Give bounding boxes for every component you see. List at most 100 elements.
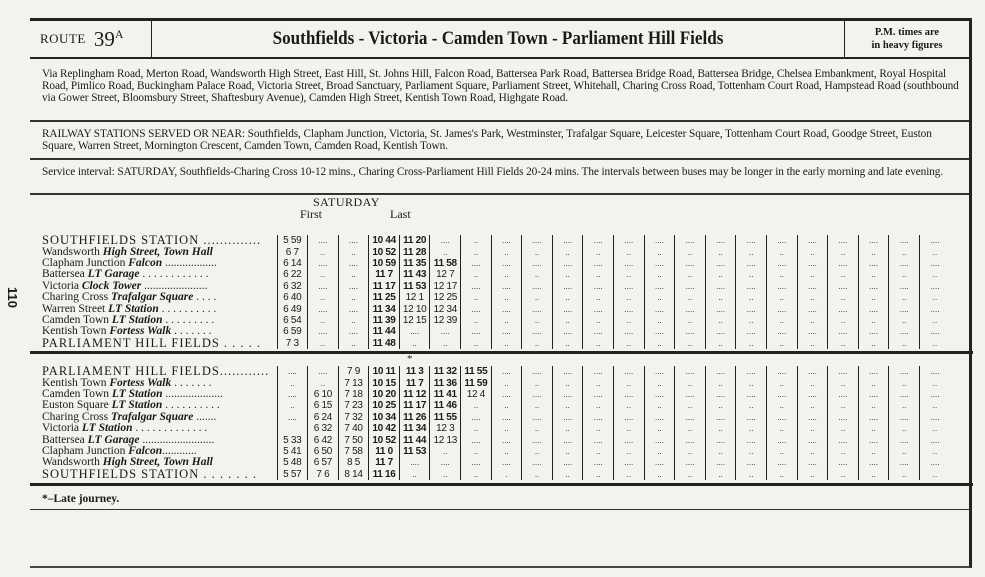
time-cell: .. xyxy=(460,468,492,480)
time-cell: .. xyxy=(521,314,553,327)
table-row: Battersea LT Garage ....................… xyxy=(42,434,951,446)
time-cell: 10 59 xyxy=(368,257,400,270)
time-cell: .... xyxy=(735,257,767,270)
table-row: Euston Square LT Station . . . . . . . .… xyxy=(42,400,951,412)
time-cell: .. xyxy=(582,246,614,258)
divider xyxy=(30,509,969,510)
time-cell: .. xyxy=(429,246,461,258)
time-cell: .... xyxy=(490,411,522,423)
time-cell: .... xyxy=(796,257,828,270)
time-cell: .. xyxy=(643,400,675,412)
time-cell: .... xyxy=(766,411,798,423)
time-cell: .... xyxy=(582,257,614,270)
stop-label: Camden Town xyxy=(42,388,112,400)
time-cell: 11 7 xyxy=(368,269,400,281)
stop-name: Charing Cross Trafalgar Square ....... xyxy=(42,412,277,423)
time-cell: .. xyxy=(704,337,736,349)
table-row: Wandsworth High Street, Town Hall 6 7....… xyxy=(42,246,951,258)
time-cell: .. xyxy=(307,269,339,281)
time-cell: .... xyxy=(521,366,553,378)
time-cell: .. xyxy=(307,314,339,327)
time-cell: .. xyxy=(460,400,492,412)
time-cell: .. xyxy=(643,377,675,389)
time-cell: 12 15 xyxy=(398,314,430,327)
time-cell: .. xyxy=(460,246,492,258)
time-cell: .. xyxy=(827,337,859,349)
time-cell: .... xyxy=(766,366,798,378)
dot-leader: ............ xyxy=(162,445,197,457)
time-cell: .. xyxy=(766,468,798,480)
time-cell: .... xyxy=(490,235,522,247)
time-cell: .. xyxy=(490,337,522,349)
table-row: Wandsworth High Street, Town Hall 5 48 6 5… xyxy=(42,457,951,469)
time-cell: 11 32 xyxy=(429,366,461,378)
time-cell: .. xyxy=(735,468,767,480)
timetable-page: ROUTE 39A Southfields - Victoria - Camde… xyxy=(30,18,973,568)
time-cell: 11 20 xyxy=(398,235,430,247)
time-cell: .... xyxy=(827,457,859,469)
stop-detail: Falcon xyxy=(128,445,163,457)
time-cell: .... xyxy=(460,280,492,292)
stop-label: SOUTHFIELDS STATION xyxy=(42,235,200,247)
time-cell: .. xyxy=(796,269,828,281)
stop-name: Kentish Town Fortess Walk . . . . . . . xyxy=(42,326,277,337)
stop-label: Wandsworth xyxy=(42,457,103,469)
late-journey-mark: * xyxy=(407,353,413,365)
time-cell: .. xyxy=(613,445,645,458)
time-cell: .... xyxy=(643,235,675,247)
time-cell: 6 10 xyxy=(307,388,339,401)
time-cell: 8 14 xyxy=(337,468,369,480)
time-cell: .. xyxy=(643,314,675,327)
time-cell: 10 15 xyxy=(368,377,400,389)
time-cell: .... xyxy=(551,303,583,315)
time-cell: .. xyxy=(918,468,951,480)
time-cell: .... xyxy=(735,235,767,247)
time-cell: .... xyxy=(766,388,798,401)
dot-leader: . . . . xyxy=(193,291,217,304)
time-cell: .. xyxy=(613,337,645,349)
time-cell: .... xyxy=(460,411,492,423)
time-cell: .... xyxy=(307,280,339,292)
time-cell: 12 17 xyxy=(429,280,461,292)
time-cell: .... xyxy=(796,457,828,469)
time-cell: 5 41 xyxy=(276,445,308,458)
time-cell: .... xyxy=(766,434,798,446)
time-cell: .... xyxy=(582,366,614,378)
time-cell: .... xyxy=(704,366,736,378)
stop-detail: High Street, Town Hall xyxy=(102,246,213,258)
stop-detail: Clock Tower xyxy=(81,280,142,292)
time-cell: .. xyxy=(674,291,706,304)
stop-name: Clapham Junction Falcon ................… xyxy=(42,258,277,269)
time-cell: .... xyxy=(460,303,492,315)
time-cell: .... xyxy=(582,411,614,423)
time-cell: .... xyxy=(888,388,920,401)
time-cell: 12 39 xyxy=(429,314,461,327)
time-cell: .... xyxy=(857,326,889,338)
time-cell: 11 39 xyxy=(368,314,400,327)
route-title: Southfields - Victoria - Camden Town - P… xyxy=(272,28,724,49)
time-cell: .... xyxy=(674,303,706,315)
time-cell: .. xyxy=(490,445,522,458)
time-cell: .... xyxy=(796,411,828,423)
time-cell: .... xyxy=(613,411,645,423)
stop-label: Kentish Town xyxy=(42,326,110,338)
time-cell: .... xyxy=(582,326,614,338)
time-cell: .... xyxy=(796,434,828,446)
time-cell: .... xyxy=(551,366,583,378)
time-cell: .... xyxy=(521,434,553,446)
time-cell: .. xyxy=(857,314,889,327)
time-cell: .. xyxy=(827,400,859,412)
time-cell: .. xyxy=(704,422,736,435)
time-cell: .... xyxy=(796,388,828,401)
timetable-up: SOUTHFIELDS STATION .............. 5 59..… xyxy=(42,235,951,349)
stop-detail: LT Garage xyxy=(87,269,140,281)
time-cell: .. xyxy=(918,445,951,458)
time-cell: .... xyxy=(918,388,951,401)
time-cell: 6 50 xyxy=(307,445,339,458)
time-cell: .... xyxy=(307,257,339,270)
dot-leader: . . . . . . . . . . . . xyxy=(139,269,209,281)
time-cell: .. xyxy=(827,246,859,258)
stop-detail: LT Garage xyxy=(87,434,140,446)
table-row: Kentish Town Fortess Walk . . . . . . ..… xyxy=(42,377,951,389)
timetable-down: PARLIAMENT HILL FIELDS..................… xyxy=(42,366,951,480)
